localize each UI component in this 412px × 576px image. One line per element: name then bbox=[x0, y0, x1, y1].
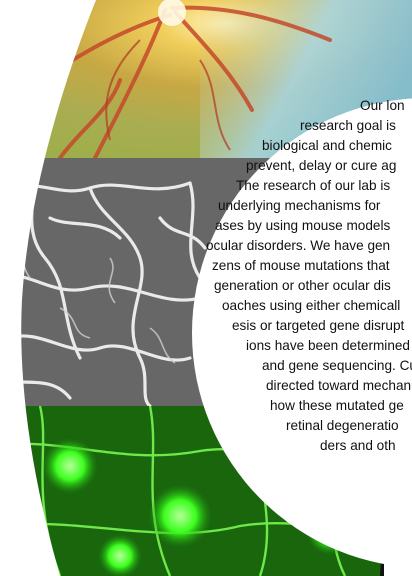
text-line: esis or targeted gene disrupt bbox=[232, 318, 405, 333]
text-line: generation or other ocular dis bbox=[214, 278, 391, 293]
text-line: oaches using either chemicall bbox=[222, 298, 401, 313]
text-line: The research of our lab is bbox=[236, 178, 391, 193]
text-line: underlying mechanisms for bbox=[218, 198, 381, 213]
text-line: how these mutated ge bbox=[270, 398, 404, 413]
text-line: and gene sequencing. Cu bbox=[262, 358, 412, 373]
text-line: research goal is bbox=[300, 118, 396, 133]
text-line: prevent, delay or cure ag bbox=[246, 158, 397, 173]
text-line: retinal degeneratio bbox=[286, 418, 399, 433]
text-line: ocular disorders. We have gen bbox=[206, 238, 391, 253]
text-line: zens of mouse mutations that bbox=[212, 258, 390, 273]
text-line: biological and chemic bbox=[262, 138, 392, 153]
text-line: directed toward mechan bbox=[266, 378, 412, 393]
text-line: Our lon bbox=[360, 98, 405, 113]
text-line: ases by using mouse models bbox=[215, 218, 391, 233]
text-line: ions have been determined bbox=[246, 338, 410, 353]
text-line: ders and oth bbox=[320, 438, 396, 453]
